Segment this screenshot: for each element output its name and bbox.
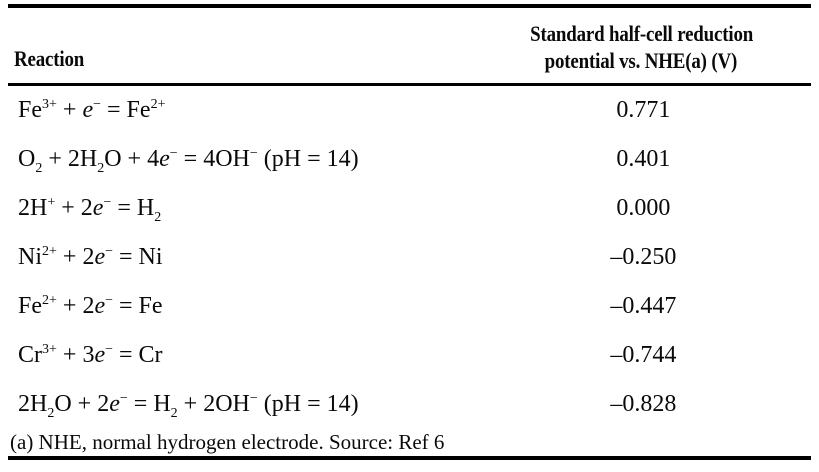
reaction-formula: Fe2+ + 2e− = Fe <box>18 293 163 319</box>
table-header-row: Reaction Standard half-cell reduction po… <box>8 8 811 86</box>
potential-column-header-line2: potential vs. NHE(a) (V) <box>545 47 738 73</box>
reaction-formula: Ni2+ + 2e− = Ni <box>18 244 163 270</box>
table-row: O2 + 2H2O + 4e− = 4OH− (pH = 14) 0.401 <box>8 135 811 184</box>
table-footnote: (a) NHE, normal hydrogen electrode. Sour… <box>10 430 445 454</box>
reaction-column-header: Reaction <box>14 46 85 72</box>
reaction-formula: 2H2O + 2e− = H2 + 2OH− (pH = 14) <box>18 391 359 421</box>
table-row: Cr3+ + 3e− = Cr –0.744 <box>8 331 811 380</box>
reaction-formula: Cr3+ + 3e− = Cr <box>18 342 163 368</box>
reaction-column-header-cell: Reaction <box>8 8 472 83</box>
potential-value: –0.447 <box>610 293 677 319</box>
table-row: Ni2+ + 2e− = Ni –0.250 <box>8 233 811 282</box>
potential-column-header-line1: Standard half-cell reduction <box>529 20 753 46</box>
reaction-formula: Fe3+ + e− = Fe2+ <box>18 97 166 123</box>
potential-value: –0.828 <box>610 391 677 417</box>
potential-value: 0.771 <box>616 97 671 123</box>
table-body: Fe3+ + e− = Fe2+ 0.771 O2 + 2H2O + 4e− =… <box>8 86 811 429</box>
reaction-formula: O2 + 2H2O + 4e− = 4OH− (pH = 14) <box>18 146 359 176</box>
potential-column-header-cell: Standard half-cell reduction potential v… <box>472 8 811 83</box>
table-row: 2H2O + 2e− = H2 + 2OH− (pH = 14) –0.828 <box>8 380 811 429</box>
table-footnote-row: (a) NHE, normal hydrogen electrode. Sour… <box>8 429 811 460</box>
potential-value: –0.250 <box>610 244 677 270</box>
table-row: 2H+ + 2e− = H2 0.000 <box>8 184 811 233</box>
reaction-formula: 2H+ + 2e− = H2 <box>18 195 162 225</box>
reduction-potential-table: Reaction Standard half-cell reduction po… <box>8 4 811 460</box>
potential-value: –0.744 <box>610 342 677 368</box>
potential-value: 0.401 <box>616 146 671 172</box>
potential-value: 0.000 <box>616 195 671 221</box>
table-row: Fe2+ + 2e− = Fe –0.447 <box>8 282 811 331</box>
table-row: Fe3+ + e− = Fe2+ 0.771 <box>8 86 811 135</box>
